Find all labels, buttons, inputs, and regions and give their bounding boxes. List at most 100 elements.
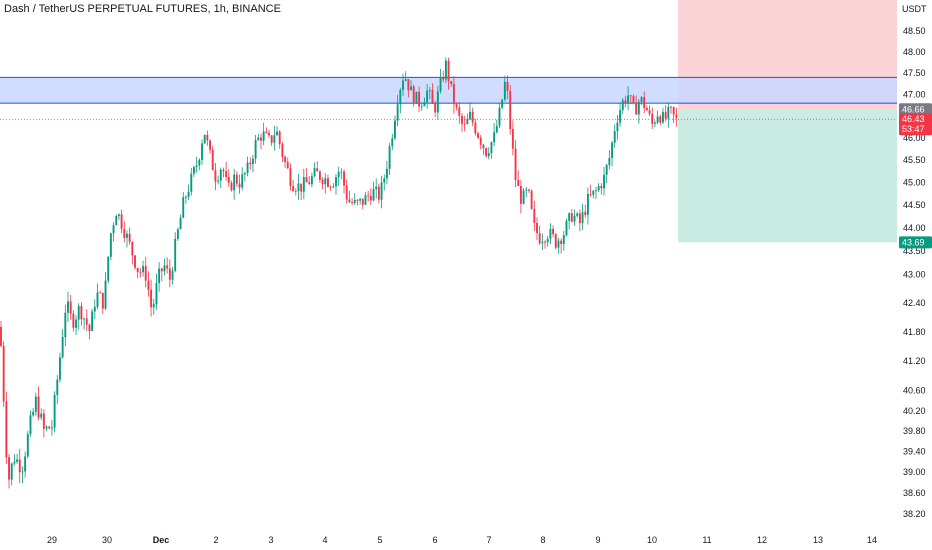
candle [568,212,571,230]
candle [75,315,77,336]
candle-body [364,195,367,205]
candle-body [506,81,509,91]
candle-body [147,280,150,290]
candle [91,308,94,332]
candle-body [53,394,56,428]
zone-top-price-tag: 46.66 [899,103,932,116]
candle-body [308,182,311,185]
candle-body [420,106,423,107]
candle-body [565,220,568,236]
candle-body [270,135,273,143]
candle-body [168,268,171,280]
candle-body [645,108,648,111]
candle [485,147,488,158]
candle-body [101,292,104,309]
candle-body [251,158,254,165]
price-axis-tick: 46.00 [903,133,926,143]
candle [546,235,549,247]
candle-body [176,229,179,239]
candle-body [262,131,265,141]
candle-body [72,313,75,328]
candle [361,198,364,210]
candle-body [104,280,107,309]
candle [570,208,573,223]
candle [380,175,383,209]
candle-body [377,186,380,200]
price-axis-tick: 47.00 [903,90,926,100]
price-axis-tick: 42.40 [903,298,926,308]
candle-body [115,216,118,226]
candle [211,145,214,171]
candle-body [174,238,177,271]
candle [254,134,257,164]
candle [329,185,332,191]
candle [99,290,102,294]
candle [126,230,128,248]
candle [670,105,672,114]
target-price-tag-text: 43.69 [902,237,925,247]
candle [308,176,311,185]
candle-body [608,158,611,166]
price-axis-tick: 45.50 [903,155,926,165]
time-axis-label: 29 [47,535,57,545]
candle [21,466,24,484]
price-axis-tick: 41.80 [903,327,926,337]
candle [461,113,463,132]
candle-body [576,213,579,216]
candle [147,271,150,297]
candle [117,213,120,221]
candle [664,105,667,122]
candle [327,174,329,188]
candle [356,198,359,206]
candle [402,73,404,97]
candle-body [450,81,453,84]
time-axis-label: 2 [213,535,218,545]
candle-body [142,266,144,273]
candle-body [635,103,638,115]
candle [597,183,600,192]
candle-body [469,111,471,120]
candle [471,107,474,127]
candle-body [158,268,161,284]
candle-body [75,319,77,328]
target-price-tag: 43.69 [899,236,932,249]
candle [318,170,321,183]
candle-body [648,110,651,114]
candle [182,192,185,219]
candle [179,214,182,230]
candle [345,179,348,204]
candle [163,258,166,276]
candle-body [656,116,659,123]
candle [286,157,289,170]
candle-body [42,413,45,429]
candle-body [0,326,2,346]
candle-body [45,426,48,429]
candle [206,130,209,146]
candle [193,165,195,178]
time-axis-layer: 29 30 Dec 2 3 4 5 6 7 8 9 10 11 12 13 14 [47,535,877,545]
candle [195,156,198,173]
candle [53,391,56,433]
candle-body [541,241,544,244]
candle [222,167,225,178]
candle [436,85,439,120]
candle-body [286,162,289,169]
candle-body [48,426,51,429]
candle [426,84,429,109]
time-axis-label: 7 [486,535,491,545]
candle [595,186,597,200]
candle-body [369,195,372,201]
candle-body [99,292,102,294]
candle-body [222,169,225,172]
candle-body [96,292,99,307]
candle [495,119,498,134]
symbol-title[interactable]: Dash / TetherUS PERPETUAL FUTURES, 1h, B… [4,3,281,15]
candle [5,391,8,464]
candle [659,114,662,125]
candle-body [109,233,112,257]
candle [150,279,153,317]
candle [101,292,104,315]
candle [310,172,313,188]
